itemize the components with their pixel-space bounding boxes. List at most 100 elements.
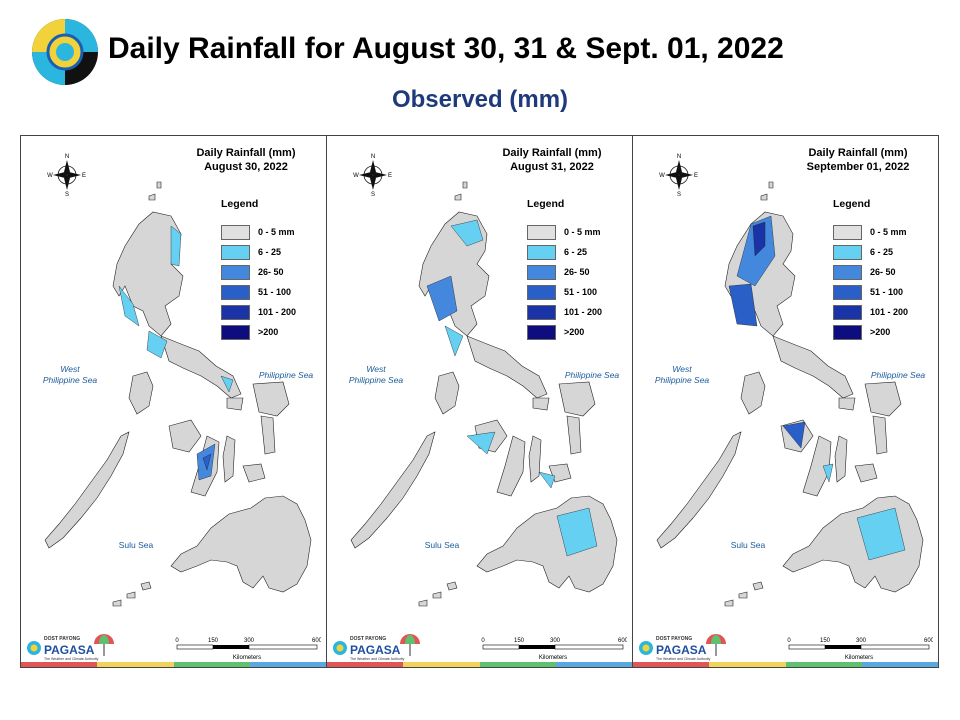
pagasa-brand-logo-icon: DOST PAYONG PAGASA The Weather and Clima… <box>639 634 726 661</box>
bohol-island <box>854 463 878 483</box>
brand-tagline: The Weather and Climate Authority <box>350 657 405 661</box>
masbate-island <box>838 397 856 411</box>
legend-swatch <box>833 264 862 280</box>
rainfall-area <box>556 507 598 557</box>
scale-tick-2: 300 <box>550 638 561 644</box>
compass-w: W <box>47 173 53 179</box>
legend-label: 101 - 200 <box>870 307 909 317</box>
brand-tagline: The Weather and Climate Authority <box>656 657 711 661</box>
philippines-map <box>656 181 924 607</box>
legend-label: 51 - 100 <box>258 287 292 297</box>
legend: 0 - 5 mm 6 - 25 26- 50 51 - 100 101 - 200 >20… <box>221 222 296 342</box>
negros-island <box>802 435 832 497</box>
philippine-sea-label: Philippine Sea <box>258 370 314 380</box>
legend-item: 26- 50 <box>221 262 296 282</box>
samar-island <box>558 381 596 417</box>
scale-tick-1: 150 <box>208 638 219 644</box>
strip-segment <box>249 662 326 667</box>
legend-swatch <box>527 324 556 340</box>
mindanao-island <box>170 495 312 593</box>
west-sea-line1: West <box>672 364 692 374</box>
mindoro-island <box>740 371 766 415</box>
legend-label: >200 <box>870 327 891 337</box>
brand-top-text: DOST PAYONG <box>656 636 692 642</box>
color-strip <box>633 662 938 667</box>
strip-segment <box>403 662 480 667</box>
legend-swatch <box>221 264 250 280</box>
philippines-map <box>44 181 312 607</box>
mindoro-island <box>434 371 460 415</box>
legend-swatch <box>527 304 556 320</box>
panel-title: Daily Rainfall (mm) August 31, 2022 <box>482 146 622 174</box>
brand-name: PAGASA <box>350 643 401 657</box>
brand-name: PAGASA <box>44 643 95 657</box>
legend-item: 51 - 100 <box>221 282 296 302</box>
compass-n: N <box>65 154 69 160</box>
legend-swatch <box>527 224 556 240</box>
legend-item: 101 - 200 <box>221 302 296 322</box>
legend-item: 6 - 25 <box>527 242 602 262</box>
pagasa-brand-logo-icon: DOST PAYONG PAGASA The Weather and Clima… <box>27 634 114 661</box>
leyte-island <box>566 415 582 455</box>
legend-swatch <box>221 324 250 340</box>
mindoro-island <box>128 371 154 415</box>
strip-segment <box>97 662 174 667</box>
legend-title: Legend <box>527 198 565 210</box>
legend-swatch <box>833 224 862 240</box>
legend-item: >200 <box>221 322 296 342</box>
rainfall-overlay <box>118 225 234 481</box>
rainfall-area <box>822 463 834 483</box>
batanes-islands <box>148 181 162 201</box>
legend-label: >200 <box>258 327 279 337</box>
bicol-peninsula <box>160 335 242 399</box>
brand-name: PAGASA <box>656 643 707 657</box>
legend-item: 6 - 25 <box>833 242 908 262</box>
rainfall-area <box>782 421 806 449</box>
philippine-sea-label: Philippine Sea <box>564 370 620 380</box>
legend-label: 26- 50 <box>564 267 590 277</box>
leyte-island <box>260 415 276 455</box>
legend-swatch <box>833 324 862 340</box>
legend-label: 6 - 25 <box>258 247 282 257</box>
legend-title: Legend <box>833 198 871 210</box>
west-philippine-sea-label: West Philippine Sea <box>341 364 411 386</box>
legend-label: 26- 50 <box>870 267 896 277</box>
west-sea-line2: Philippine Sea <box>42 375 98 385</box>
rainfall-area <box>202 453 212 471</box>
philippine-sea-label: Philippine Sea <box>870 370 926 380</box>
rainfall-area <box>466 431 496 455</box>
compass-w: W <box>353 173 359 179</box>
rainfall-area <box>450 219 484 247</box>
strip-segment <box>555 662 632 667</box>
rainfall-area <box>118 285 140 327</box>
map-panel-sep-01: N S W E Daily Rainfall (mm) September 01… <box>632 135 939 668</box>
legend-label: 0 - 5 mm <box>258 227 295 237</box>
brand-top-text: DOST PAYONG <box>350 636 386 642</box>
negros-island <box>496 435 526 497</box>
panel-title-line1: Daily Rainfall (mm) <box>196 147 296 159</box>
legend-item: 101 - 200 <box>833 302 908 322</box>
panel-title: Daily Rainfall (mm) September 01, 2022 <box>788 146 928 174</box>
legend-label: 101 - 200 <box>258 307 297 317</box>
legend-label: >200 <box>564 327 585 337</box>
scale-tick-1: 150 <box>514 638 525 644</box>
masbate-island <box>532 397 550 411</box>
rainfall-area <box>728 283 758 327</box>
scale-bar: 0 150 300 600 Kilometers <box>787 638 933 661</box>
rainfall-overlay <box>728 215 906 561</box>
panay-island <box>168 419 202 453</box>
strip-segment <box>709 662 786 667</box>
legend-swatch <box>833 304 862 320</box>
compass-s: S <box>65 192 69 197</box>
scale-tick-1: 150 <box>820 638 831 644</box>
legend-label: 101 - 200 <box>564 307 603 317</box>
legend-swatch <box>833 284 862 300</box>
north-arrow-icon: N S W E <box>353 154 392 197</box>
panel-title-line2: August 30, 2022 <box>204 161 288 173</box>
legend-swatch <box>221 304 250 320</box>
legend-label: 51 - 100 <box>564 287 598 297</box>
legend-label: 0 - 5 mm <box>870 227 907 237</box>
legend-swatch <box>527 264 556 280</box>
north-arrow-icon: N S W E <box>659 154 698 197</box>
strip-segment <box>479 662 556 667</box>
